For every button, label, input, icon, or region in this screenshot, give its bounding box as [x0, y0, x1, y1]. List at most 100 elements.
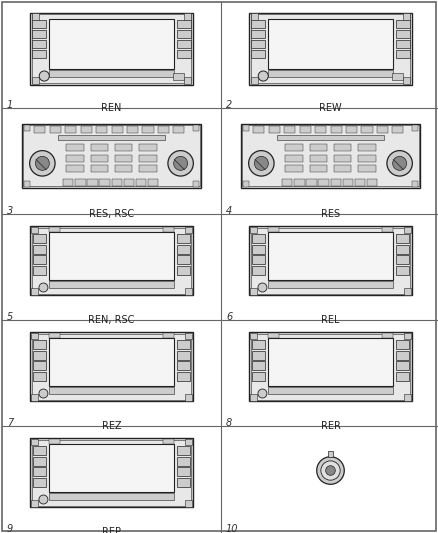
- Bar: [31, 500, 38, 507]
- Bar: [346, 126, 357, 133]
- Bar: [252, 351, 265, 360]
- Bar: [33, 447, 46, 455]
- Bar: [392, 73, 403, 79]
- Bar: [91, 155, 108, 161]
- Bar: [412, 125, 418, 131]
- Bar: [177, 361, 190, 370]
- Bar: [115, 155, 132, 161]
- Bar: [250, 226, 412, 295]
- Text: 1: 1: [7, 100, 13, 110]
- Text: 8: 8: [226, 418, 232, 428]
- Bar: [49, 338, 174, 386]
- Bar: [251, 334, 410, 400]
- Bar: [32, 440, 191, 506]
- Bar: [177, 478, 190, 487]
- Bar: [32, 40, 46, 49]
- Bar: [33, 467, 46, 477]
- Bar: [34, 126, 46, 133]
- Bar: [148, 179, 158, 185]
- Bar: [328, 450, 333, 457]
- Text: 6: 6: [226, 312, 232, 322]
- Bar: [252, 341, 265, 350]
- Bar: [193, 181, 199, 187]
- Bar: [162, 227, 174, 232]
- Bar: [250, 333, 257, 339]
- Bar: [33, 255, 46, 264]
- Bar: [31, 394, 38, 401]
- Bar: [139, 144, 157, 151]
- Circle shape: [39, 495, 48, 504]
- Bar: [67, 155, 84, 161]
- Text: 5: 5: [7, 312, 13, 322]
- Circle shape: [387, 151, 412, 176]
- Bar: [251, 228, 410, 294]
- Bar: [334, 144, 351, 151]
- Bar: [361, 126, 373, 133]
- Bar: [177, 351, 190, 360]
- Bar: [177, 30, 191, 38]
- Text: REN: REN: [101, 103, 122, 113]
- Bar: [142, 126, 154, 133]
- Bar: [177, 40, 191, 49]
- Bar: [33, 361, 46, 370]
- Bar: [252, 245, 265, 254]
- Bar: [49, 439, 60, 443]
- Bar: [310, 144, 327, 151]
- Bar: [251, 40, 265, 49]
- Bar: [251, 20, 265, 28]
- Bar: [31, 333, 38, 339]
- Bar: [81, 126, 92, 133]
- Bar: [250, 288, 257, 295]
- Bar: [32, 334, 191, 400]
- Circle shape: [258, 389, 267, 398]
- Circle shape: [39, 389, 48, 398]
- Bar: [32, 50, 46, 59]
- Circle shape: [249, 151, 274, 176]
- Text: RES: RES: [321, 209, 340, 219]
- Circle shape: [30, 151, 55, 176]
- Bar: [294, 179, 304, 185]
- Bar: [33, 341, 46, 350]
- Text: RES, RSC: RES, RSC: [89, 209, 134, 219]
- Text: RER: RER: [321, 421, 340, 431]
- Bar: [310, 165, 327, 172]
- Text: REN, RSC: REN, RSC: [88, 315, 135, 325]
- Text: REW: REW: [319, 103, 342, 113]
- Circle shape: [39, 283, 48, 292]
- Bar: [268, 19, 393, 69]
- Bar: [286, 155, 303, 161]
- Bar: [65, 126, 76, 133]
- Bar: [306, 179, 317, 185]
- Bar: [177, 341, 190, 350]
- Bar: [403, 77, 410, 84]
- Bar: [251, 13, 258, 20]
- Bar: [358, 155, 376, 161]
- Bar: [177, 255, 190, 264]
- Bar: [177, 266, 190, 275]
- Bar: [252, 266, 265, 275]
- Bar: [22, 124, 201, 188]
- Bar: [396, 235, 409, 244]
- Bar: [33, 235, 46, 244]
- Bar: [177, 467, 190, 477]
- Bar: [115, 165, 132, 172]
- Bar: [251, 30, 265, 38]
- Bar: [300, 126, 311, 133]
- Circle shape: [258, 71, 268, 81]
- Bar: [284, 126, 295, 133]
- Bar: [358, 144, 376, 151]
- Bar: [177, 50, 191, 59]
- Bar: [269, 126, 280, 133]
- Bar: [243, 181, 249, 187]
- Bar: [243, 125, 249, 131]
- Bar: [318, 179, 329, 185]
- Bar: [31, 227, 38, 233]
- Bar: [31, 288, 38, 295]
- Text: 3: 3: [7, 206, 13, 216]
- Bar: [75, 179, 85, 185]
- Bar: [396, 351, 409, 360]
- Bar: [268, 338, 393, 386]
- Bar: [396, 361, 409, 370]
- Bar: [91, 144, 108, 151]
- Bar: [396, 30, 410, 38]
